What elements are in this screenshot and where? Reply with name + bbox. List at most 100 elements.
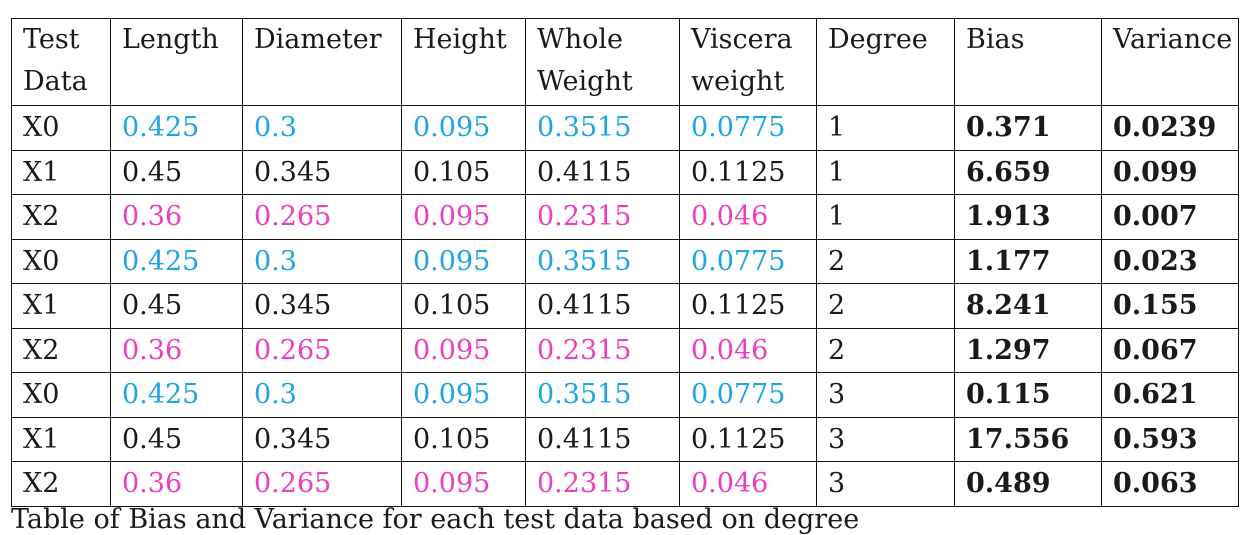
cell-diameter: 0.3	[242, 238, 402, 284]
header-whole-weight: Whole Weight	[525, 18, 680, 106]
table-row: X0 0.425 0.3 0.095 0.3515 0.0775 1 0.371 0.0239	[11, 105, 1239, 151]
cell-whole-weight: 0.3515	[525, 372, 680, 418]
cell-height: 0.095	[401, 372, 526, 418]
cell-degree: 2	[816, 327, 955, 373]
header-length: Length	[110, 18, 243, 106]
cell-variance: 0.155	[1101, 283, 1239, 329]
cell-test-data: X2	[11, 461, 111, 507]
results-table-container: Test Data Length Diameter Height Whole W…	[11, 18, 1239, 507]
cell-viscera-weight: 0.046	[679, 327, 817, 373]
cell-degree: 3	[816, 416, 955, 462]
header-diameter: Diameter	[242, 18, 402, 106]
cell-length: 0.425	[110, 105, 243, 151]
cell-viscera-weight: 0.0775	[679, 372, 817, 418]
cell-bias: 17.556	[954, 416, 1102, 462]
cell-test-data: X1	[11, 283, 111, 329]
cell-degree: 3	[816, 372, 955, 418]
table-row: X1 0.45 0.345 0.105 0.4115 0.1125 3 17.556 0.593	[11, 416, 1239, 462]
cell-diameter: 0.265	[242, 461, 402, 507]
cell-test-data: X1	[11, 149, 111, 195]
cell-length: 0.36	[110, 194, 243, 240]
header-viscera-weight: Viscera weight	[679, 18, 817, 106]
cell-test-data: X2	[11, 194, 111, 240]
cell-whole-weight: 0.4115	[525, 416, 680, 462]
cell-viscera-weight: 0.1125	[679, 283, 817, 329]
cell-height: 0.105	[401, 283, 526, 329]
cell-height: 0.095	[401, 327, 526, 373]
cell-diameter: 0.345	[242, 149, 402, 195]
cell-height: 0.095	[401, 461, 526, 507]
header-row: Test Data Length Diameter Height Whole W…	[11, 18, 1239, 106]
cell-bias: 0.115	[954, 372, 1102, 418]
cell-bias: 0.371	[954, 105, 1102, 151]
table-caption: Table of Bias and Variance for each test…	[11, 504, 860, 535]
table-row: X0 0.425 0.3 0.095 0.3515 0.0775 2 1.177 0.023	[11, 238, 1239, 284]
cell-whole-weight: 0.4115	[525, 283, 680, 329]
cell-degree: 1	[816, 105, 955, 151]
cell-whole-weight: 0.3515	[525, 238, 680, 284]
cell-degree: 1	[816, 194, 955, 240]
cell-length: 0.45	[110, 283, 243, 329]
cell-degree: 2	[816, 283, 955, 329]
cell-degree: 1	[816, 149, 955, 195]
cell-whole-weight: 0.2315	[525, 327, 680, 373]
cell-viscera-weight: 0.046	[679, 194, 817, 240]
cell-test-data: X0	[11, 105, 111, 151]
cell-length: 0.425	[110, 372, 243, 418]
cell-length: 0.36	[110, 327, 243, 373]
table-row: X2 0.36 0.265 0.095 0.2315 0.046 2 1.297 0.067	[11, 327, 1239, 373]
table-row: X2 0.36 0.265 0.095 0.2315 0.046 1 1.913 0.007	[11, 194, 1239, 240]
cell-viscera-weight: 0.0775	[679, 238, 817, 284]
cell-diameter: 0.265	[242, 194, 402, 240]
cell-bias: 0.489	[954, 461, 1102, 507]
cell-test-data: X2	[11, 327, 111, 373]
cell-bias: 8.241	[954, 283, 1102, 329]
cell-test-data: X0	[11, 238, 111, 284]
cell-degree: 2	[816, 238, 955, 284]
cell-height: 0.095	[401, 105, 526, 151]
header-bias: Bias	[954, 18, 1102, 106]
table-body: X0 0.425 0.3 0.095 0.3515 0.0775 1 0.371 0.0239 X…	[11, 105, 1239, 507]
cell-height: 0.105	[401, 416, 526, 462]
cell-variance: 0.099	[1101, 149, 1239, 195]
cell-bias: 6.659	[954, 149, 1102, 195]
table-row: X1 0.45 0.345 0.105 0.4115 0.1125 2 8.241 0.155	[11, 283, 1239, 329]
cell-diameter: 0.345	[242, 283, 402, 329]
cell-length: 0.45	[110, 416, 243, 462]
cell-whole-weight: 0.2315	[525, 194, 680, 240]
cell-variance: 0.621	[1101, 372, 1239, 418]
table-row: X0 0.425 0.3 0.095 0.3515 0.0775 3 0.115 0.621	[11, 372, 1239, 418]
cell-bias: 1.913	[954, 194, 1102, 240]
cell-degree: 3	[816, 461, 955, 507]
cell-height: 0.105	[401, 149, 526, 195]
cell-whole-weight: 0.2315	[525, 461, 680, 507]
table-row: X1 0.45 0.345 0.105 0.4115 0.1125 1 6.659 0.099	[11, 149, 1239, 195]
cell-viscera-weight: 0.0775	[679, 105, 817, 151]
cell-variance: 0.007	[1101, 194, 1239, 240]
cell-test-data: X1	[11, 416, 111, 462]
cell-bias: 1.177	[954, 238, 1102, 284]
header-variance: Variance	[1101, 18, 1239, 106]
cell-diameter: 0.265	[242, 327, 402, 373]
cell-variance: 0.0239	[1101, 105, 1239, 151]
cell-whole-weight: 0.4115	[525, 149, 680, 195]
header-degree: Degree	[816, 18, 955, 106]
header-test-data: Test Data	[11, 18, 111, 106]
cell-test-data: X0	[11, 372, 111, 418]
cell-viscera-weight: 0.1125	[679, 416, 817, 462]
cell-variance: 0.063	[1101, 461, 1239, 507]
cell-variance: 0.023	[1101, 238, 1239, 284]
table-row: X2 0.36 0.265 0.095 0.2315 0.046 3 0.489 0.063	[11, 461, 1239, 507]
cell-diameter: 0.345	[242, 416, 402, 462]
cell-viscera-weight: 0.046	[679, 461, 817, 507]
header-height: Height	[401, 18, 526, 106]
bias-variance-table: Test Data Length Diameter Height Whole W…	[11, 18, 1239, 507]
cell-viscera-weight: 0.1125	[679, 149, 817, 195]
cell-length: 0.36	[110, 461, 243, 507]
cell-height: 0.095	[401, 194, 526, 240]
cell-length: 0.425	[110, 238, 243, 284]
cell-bias: 1.297	[954, 327, 1102, 373]
cell-variance: 0.593	[1101, 416, 1239, 462]
cell-diameter: 0.3	[242, 105, 402, 151]
cell-whole-weight: 0.3515	[525, 105, 680, 151]
